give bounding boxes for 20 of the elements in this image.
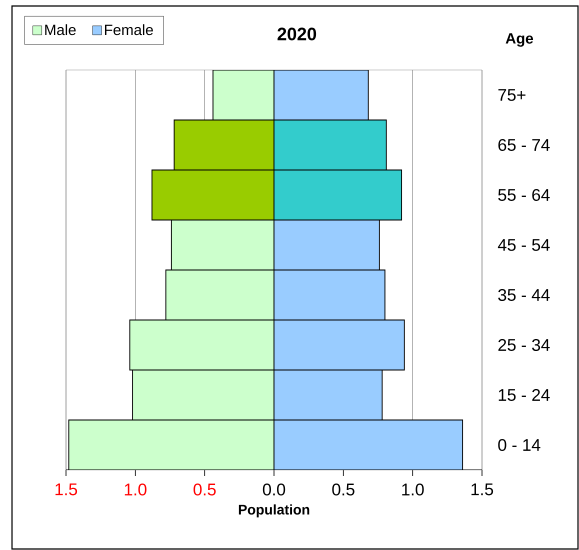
y-tick-label: 55 - 64 xyxy=(498,189,550,201)
y-tick-label: 45 - 54 xyxy=(498,239,550,251)
legend-label: Female xyxy=(104,24,153,36)
x-tick-label: 1.5 xyxy=(472,484,494,496)
x-tick-label: 0.0 xyxy=(262,484,286,496)
y-tick-label: 65 - 74 xyxy=(498,139,550,151)
y-tick-label: 75+ xyxy=(498,89,526,101)
y-tick-label: 25 - 34 xyxy=(498,338,550,351)
y-tick-label: 15 - 24 xyxy=(498,388,550,401)
x-tick-label: 1.5 xyxy=(56,484,78,496)
x-axis-title: Population xyxy=(238,504,310,518)
x-tick-label: 1.0 xyxy=(402,484,424,496)
x-tick-label: 0.5 xyxy=(332,484,354,496)
x-tick-label: 1.0 xyxy=(124,484,146,496)
y-tick-label: 0 - 14 xyxy=(498,438,540,451)
x-tick-label: 0.5 xyxy=(194,484,216,496)
y-axis-title: Age xyxy=(506,33,534,47)
y-tick-label: 35 - 44 xyxy=(498,288,550,301)
chart-title: 2020 xyxy=(278,28,316,40)
legend-label: Male xyxy=(45,24,76,36)
